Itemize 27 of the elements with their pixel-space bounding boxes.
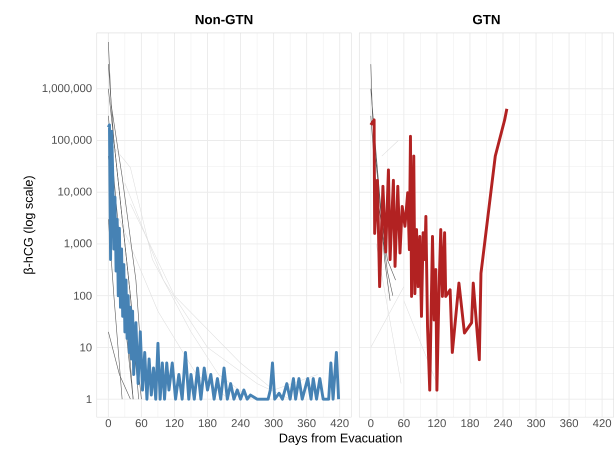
x-tick-label: 300	[264, 418, 283, 427]
x-tick-label: 360	[560, 418, 578, 427]
chart-title: GTN	[472, 14, 500, 24]
x-tick-label: 240	[494, 418, 512, 427]
x-tick-label: 120	[428, 418, 446, 427]
y-axis-title: β-hCG (log scale)	[24, 176, 36, 274]
x-tick-label: 360	[298, 418, 316, 427]
x-tick-label: 300	[527, 418, 546, 427]
x-tick-label: 120	[166, 418, 184, 427]
x-tick-label: 60	[398, 418, 410, 427]
chart-title: Non-GTN	[196, 14, 252, 24]
x-axis-title: Days from Evacuation	[280, 433, 402, 445]
x-tick-label: 240	[232, 418, 250, 427]
y-tick-label: 100	[74, 291, 92, 300]
x-tick-label: 60	[136, 418, 148, 427]
y-tick-label: 10	[80, 343, 92, 352]
y-tick-label: 100,000	[52, 136, 92, 145]
y-tick-label: 1,000	[64, 239, 92, 248]
y-tick-label: 1	[86, 395, 92, 403]
x-tick-label: 420	[330, 418, 349, 427]
x-tick-label: 0	[368, 418, 374, 427]
y-tick-label: 1,000,000	[42, 84, 92, 94]
x-tick-label: 420	[592, 418, 612, 427]
y-tick-label: 10,000	[58, 187, 92, 197]
x-tick-label: 0	[106, 418, 112, 427]
x-tick-label: 180	[461, 418, 479, 427]
x-tick-label: 180	[198, 418, 216, 427]
